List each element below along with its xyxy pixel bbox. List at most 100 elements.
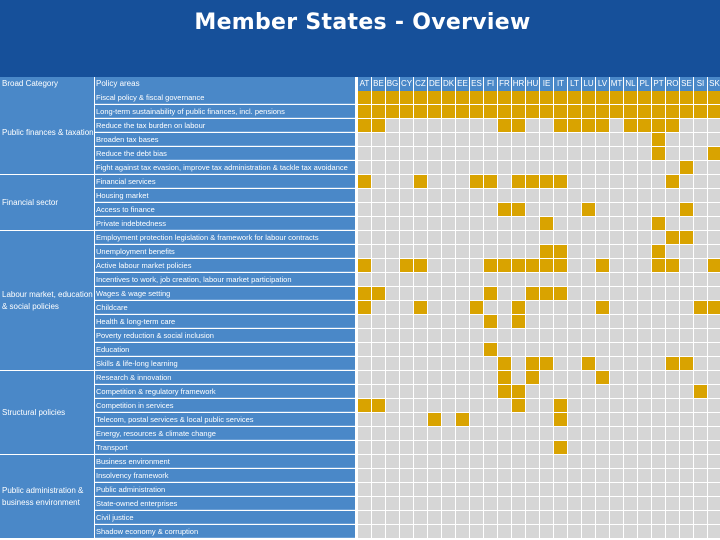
policy-area-row: Skills & life-long learning [95,357,355,370]
matrix-cell-be [372,301,385,314]
matrix-cell-be [372,483,385,496]
matrix-cell-es [470,469,483,482]
matrix-cell-lu [582,511,595,524]
matrix-cell-si [694,525,707,538]
matrix-cell-pl [638,133,651,146]
matrix-cell-bg [386,525,399,538]
matrix-cell-fi [484,497,497,510]
matrix-cell-sk [708,357,720,370]
matrix-cell-si [694,217,707,230]
matrix-cell-mt [610,329,623,342]
matrix-cell-bg [386,105,399,118]
matrix-cell-cy [400,245,413,258]
matrix-cell-sk [708,511,720,524]
matrix-cell-de [428,357,441,370]
matrix-cell-lu [582,455,595,468]
matrix-cell-lv [596,497,609,510]
matrix-cell-sk [708,105,720,118]
matrix-cell-dk [442,371,455,384]
matrix-cell-si [694,343,707,356]
matrix-cell-fi [484,161,497,174]
matrix-cell-si [694,301,707,314]
matrix-cell-ie [540,231,553,244]
matrix-cell-fi [484,427,497,440]
policy-area-row: Broaden tax bases [95,133,355,146]
matrix-cell-si [694,105,707,118]
matrix-cell-se [680,287,693,300]
country-header-mt: MT [610,77,623,91]
matrix-cell-dk [442,175,455,188]
matrix-cell-sk [708,231,720,244]
matrix-cell-lv [596,427,609,440]
matrix-cell-mt [610,469,623,482]
matrix-cell-se [680,441,693,454]
matrix-cell-fi [484,315,497,328]
matrix-cell-cy [400,343,413,356]
matrix-cell-ro [666,133,679,146]
matrix-cell-ro [666,315,679,328]
policy-area-row: Reduce the debt bias [95,147,355,160]
matrix-cell-lv [596,161,609,174]
matrix-cell-ee [456,511,469,524]
matrix-cell-it [554,525,567,538]
matrix-cell-mt [610,427,623,440]
matrix-cell-pl [638,231,651,244]
matrix-cell-it [554,175,567,188]
matrix-cell-bg [386,315,399,328]
policy-area-row: Education [95,343,355,356]
matrix-cell-se [680,427,693,440]
matrix-cell-hr [512,147,525,160]
matrix-cell-pl [638,217,651,230]
matrix-cell-cz [414,329,427,342]
matrix-cell-it [554,245,567,258]
matrix-cell-ee [456,245,469,258]
matrix-cell-nl [624,161,637,174]
category-0: Public finances & taxation [0,91,94,175]
matrix-cell-ie [540,105,553,118]
matrix-cell-be [372,119,385,132]
matrix-cell-ro [666,497,679,510]
matrix-cell-ie [540,441,553,454]
matrix-cell-cz [414,287,427,300]
matrix-cell-hr [512,91,525,104]
matrix-cell-at [358,147,371,160]
matrix-cell-si [694,399,707,412]
matrix-cell-ee [456,273,469,286]
matrix-cell-fi [484,511,497,524]
matrix-cell-nl [624,525,637,538]
matrix-cell-lv [596,385,609,398]
matrix-cell-fi [484,371,497,384]
matrix-cell-lt [568,399,581,412]
matrix-cell-si [694,273,707,286]
matrix-cell-it [554,511,567,524]
category-2: Labour market, education & social polici… [0,231,94,371]
matrix-cell-bg [386,287,399,300]
matrix-cell-fi [484,175,497,188]
matrix-cell-lu [582,217,595,230]
matrix-cell-pt [652,385,665,398]
matrix-cell-cz [414,511,427,524]
matrix-cell-de [428,119,441,132]
matrix-cell-hu [526,259,539,272]
matrix-cell-hu [526,161,539,174]
matrix-cell-at [358,259,371,272]
matrix-cell-pl [638,259,651,272]
matrix-cell-fr [498,133,511,146]
matrix-cell-pl [638,91,651,104]
policy-area-row: Transport [95,441,355,454]
matrix-cell-ro [666,343,679,356]
matrix-cell-ro [666,301,679,314]
matrix-cell-lv [596,399,609,412]
matrix-cell-be [372,441,385,454]
matrix-cell-pt [652,189,665,202]
matrix-cell-ee [456,301,469,314]
matrix-cell-hu [526,343,539,356]
matrix-cell-be [372,105,385,118]
matrix-cell-de [428,343,441,356]
matrix-cell-cy [400,455,413,468]
matrix-cell-dk [442,105,455,118]
matrix-cell-pl [638,315,651,328]
matrix-cell-bg [386,147,399,160]
matrix-cell-dk [442,427,455,440]
matrix-cell-de [428,371,441,384]
